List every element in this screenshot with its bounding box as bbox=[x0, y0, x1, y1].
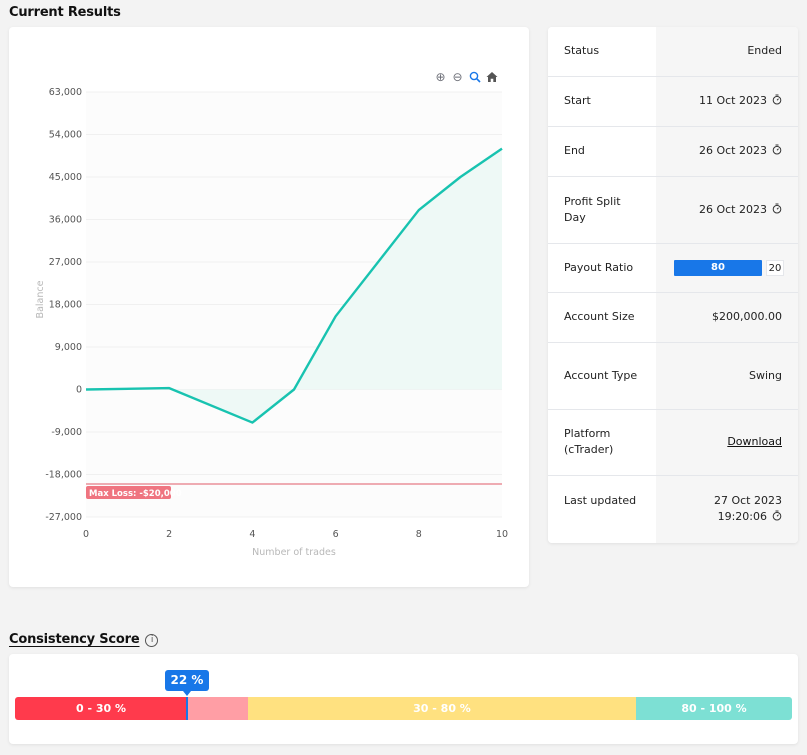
profit-split-value: 26 Oct 2023 bbox=[698, 202, 767, 216]
info-icon[interactable]: i bbox=[145, 634, 159, 647]
x-tick-label: 6 bbox=[333, 529, 339, 540]
stopwatch-icon bbox=[772, 144, 782, 155]
profit-split-label: Profit Split Day bbox=[548, 176, 656, 244]
account-type-row: Account Type Swing bbox=[548, 342, 798, 410]
magnifier-icon[interactable] bbox=[468, 71, 481, 84]
x-axis-label: Number of trades bbox=[252, 547, 336, 558]
x-tick-label: 2 bbox=[166, 529, 172, 540]
platform-row: Platform (cTrader) Download bbox=[548, 409, 798, 476]
last-updated-date: 27 Oct 2023 bbox=[713, 493, 782, 507]
y-tick-label: 9,000 bbox=[55, 342, 82, 353]
download-link[interactable]: Download bbox=[727, 435, 782, 448]
stopwatch-icon bbox=[772, 203, 782, 213]
end-value: 26 Oct 2023 bbox=[698, 144, 767, 157]
status-label: Status bbox=[548, 27, 656, 77]
account-type-value: Swing bbox=[656, 342, 798, 410]
balance-chart: 63,000 54,000 45,000 36,000 27,000 18,000 9,00… bbox=[35, 87, 508, 558]
current-results-title: Current Results bbox=[9, 5, 121, 20]
balance-line bbox=[85, 147, 503, 424]
payout-ratio-bar: 80 20 bbox=[664, 259, 784, 276]
platform-label: Platform (cTrader) bbox=[548, 409, 656, 476]
account-type-label: Account Type bbox=[548, 342, 656, 410]
y-tick-label: 45,000 bbox=[49, 172, 82, 183]
consistency-score-card: 0 - 30 % 30 - 80 % 80 - 100 % 22 % bbox=[9, 654, 798, 744]
last-updated-label: Last updated bbox=[548, 475, 656, 543]
x-tick-label: 8 bbox=[416, 529, 422, 540]
x-tick-label: 4 bbox=[249, 529, 255, 540]
account-size-value: $200,000.00 bbox=[656, 292, 798, 343]
score-badge: 22 % bbox=[165, 670, 209, 696]
zoom-in-icon[interactable]: ⊕ bbox=[435, 70, 446, 84]
end-label: End bbox=[548, 126, 656, 177]
y-tick-label: -18,000 bbox=[45, 470, 82, 481]
y-tick-label: 54,000 bbox=[49, 130, 82, 141]
status-row: Status Ended bbox=[548, 27, 798, 77]
account-size-row: Account Size $200,000.00 bbox=[548, 292, 798, 343]
segment-mid: 30 - 80 % bbox=[248, 697, 636, 720]
y-axis-label: Balance bbox=[35, 280, 46, 318]
home-icon[interactable] bbox=[485, 71, 498, 84]
segment-low-label: 0 - 30 % bbox=[75, 702, 127, 715]
stopwatch-icon bbox=[772, 94, 782, 105]
profit-split-row: Profit Split Day 26 Oct 2023 bbox=[548, 176, 798, 244]
consistency-score-label: Consistency Score bbox=[9, 632, 140, 647]
y-tick-label: 27,000 bbox=[49, 257, 82, 268]
account-info-panel: Status Ended Start 11 Oct 2023 End 26 Oc… bbox=[548, 27, 798, 543]
zoom-out-icon[interactable]: ⊖ bbox=[452, 70, 463, 84]
start-label: Start bbox=[548, 76, 656, 127]
max-loss-label: Max Loss: -$20,000 bbox=[89, 489, 182, 499]
segment-high-label: 80 - 100 % bbox=[681, 702, 747, 715]
payout-ratio-row: Payout Ratio 80 20 bbox=[548, 243, 798, 293]
y-tick-label: 36,000 bbox=[49, 215, 82, 226]
segment-low: 0 - 30 % bbox=[15, 697, 187, 720]
segment-mid-label: 30 - 80 % bbox=[413, 702, 471, 715]
balance-chart-card: ⊕ ⊖ 63,000 54,000 45,000 36,000 27,000 18,000… bbox=[9, 27, 529, 587]
segment-high: 80 - 100 % bbox=[636, 697, 792, 720]
segment-low-light bbox=[187, 697, 248, 720]
y-tick-label: 0 bbox=[76, 385, 82, 396]
y-tick-label: -27,000 bbox=[45, 512, 82, 523]
stopwatch-icon bbox=[772, 510, 782, 520]
max-loss-badge bbox=[86, 485, 171, 499]
x-tick-label: 0 bbox=[83, 529, 89, 540]
start-value: 11 Oct 2023 bbox=[698, 94, 767, 107]
start-row: Start 11 Oct 2023 bbox=[548, 76, 798, 127]
last-updated-time: 19:20:06 bbox=[717, 509, 767, 523]
score-marker bbox=[186, 697, 188, 720]
status-value: Ended bbox=[656, 27, 798, 77]
balance-area bbox=[86, 148, 502, 423]
end-row: End 26 Oct 2023 bbox=[548, 126, 798, 177]
y-tick-label: 63,000 bbox=[49, 87, 82, 98]
chart-toolbar: ⊕ ⊖ bbox=[434, 71, 498, 84]
last-updated-row: Last updated 27 Oct 2023 19:20:06 bbox=[548, 475, 798, 543]
payout-trader-share: 80 bbox=[674, 259, 762, 276]
x-tick-label: 10 bbox=[496, 529, 508, 540]
payout-ratio-label: Payout Ratio bbox=[548, 243, 656, 293]
y-tick-label: 18,000 bbox=[49, 300, 82, 311]
y-tick-label: -9,000 bbox=[51, 427, 82, 438]
consistency-score-title: Consistency Score i bbox=[9, 632, 159, 647]
payout-firm-share: 20 bbox=[766, 259, 784, 276]
account-size-label: Account Size bbox=[548, 292, 656, 343]
consistency-scale: 0 - 30 % 30 - 80 % 80 - 100 % bbox=[15, 697, 792, 720]
